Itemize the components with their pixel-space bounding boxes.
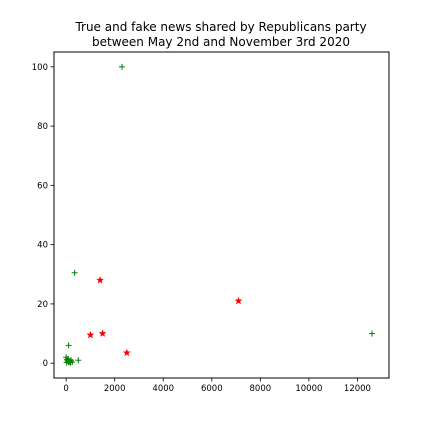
x-tick-label: 0 [63, 384, 68, 394]
point-plus-marker [71, 269, 78, 276]
point-star-marker [86, 330, 95, 339]
y-tick-label: 60 [37, 181, 48, 191]
point-plus-marker [369, 330, 376, 337]
point-plus-marker [67, 359, 74, 366]
x-tick-label: 6000 [201, 384, 223, 394]
x-axis: 0 2000 4000 6000 8000 10000 12000 [63, 378, 371, 394]
point-plus-marker [75, 357, 82, 364]
y-tick-label: 80 [37, 122, 48, 132]
x-tick-label: 4000 [152, 384, 174, 394]
x-tick-label: 8000 [250, 384, 272, 394]
x-tick-label: 2000 [104, 384, 126, 394]
y-tick-label: 100 [32, 63, 48, 73]
chart-title-line-2: between May 2nd and November 3rd 2020 [92, 35, 350, 49]
data-points [63, 63, 376, 366]
point-plus-marker [118, 63, 125, 70]
point-star-marker [122, 348, 131, 357]
point-star-marker [234, 296, 243, 305]
x-tick-label: 10000 [295, 384, 322, 394]
y-tick-label: 20 [37, 300, 48, 310]
point-star-marker [96, 276, 105, 284]
y-axis: 0 20 40 60 80 100 [32, 63, 54, 369]
y-tick-label: 0 [43, 359, 48, 369]
point-plus-marker [65, 342, 72, 349]
point-plus-marker [65, 355, 72, 362]
plot-area [53, 51, 390, 379]
point-star-marker [98, 329, 107, 337]
x-tick-label: 12000 [344, 384, 371, 394]
y-tick-label: 40 [37, 241, 48, 251]
chart-title-line-1: True and fake news shared by Republicans… [74, 20, 366, 34]
